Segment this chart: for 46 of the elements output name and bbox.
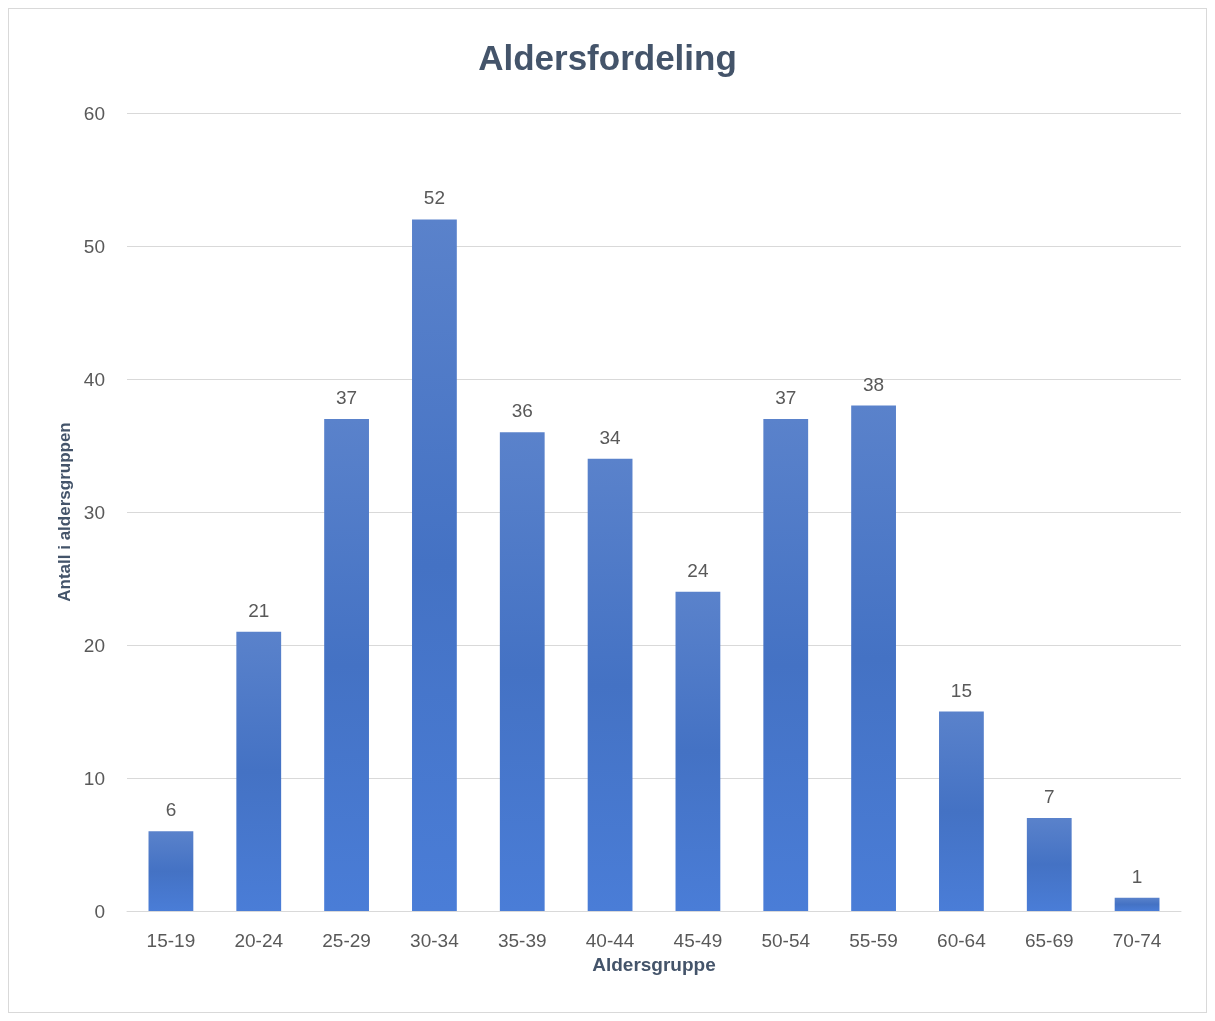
data-label: 37 [775,386,797,408]
data-label: 34 [599,426,622,448]
x-tick-label: 25-29 [322,930,371,951]
x-tick-label: 35-39 [497,930,547,951]
y-axis-title: Antall i aldersgruppen [54,422,74,602]
x-tick-label: 40-44 [585,930,635,951]
bar [1026,817,1072,911]
y-tick-label: 30 [83,501,105,523]
x-tick-label: 50-54 [761,930,811,951]
y-tick-label: 20 [83,634,105,656]
data-label: 38 [863,373,885,395]
y-tick-label: 10 [83,767,105,789]
y-tick-label: 0 [94,900,105,922]
bar [763,418,809,911]
bar [675,591,721,911]
data-label: 1 [1131,865,1143,887]
bar [324,418,369,911]
data-label: 21 [248,599,270,621]
x-tick-label: 60-64 [937,930,987,951]
y-tick-label: 40 [83,368,105,390]
bar [851,405,896,911]
x-axis-title: Aldersgruppe [592,953,716,975]
y-tick-label: 60 [83,102,105,124]
chart-title: Aldersfordeling [478,38,737,77]
data-label: 7 [1043,785,1055,807]
bar [587,458,633,911]
x-tick-label: 45-49 [673,930,723,951]
x-tick-label: 70-74 [1112,930,1162,951]
bar [499,432,545,911]
data-label: 6 [165,799,177,821]
data-label: 24 [687,559,709,581]
data-label: 36 [511,400,533,422]
bar [412,219,457,911]
x-tick-label: 15-19 [146,930,196,951]
bar [1114,897,1160,911]
data-label: 52 [423,187,445,209]
x-tick-label: 20-24 [234,930,284,951]
x-tick-label: 30-34 [410,930,460,951]
bar [939,711,984,911]
x-tick-label: 55-59 [849,930,898,951]
x-tick-label: 65-69 [1024,930,1074,951]
bar [236,631,282,911]
data-label: 37 [336,386,358,408]
data-label: 15 [950,679,972,701]
bar [148,831,194,911]
y-tick-label: 50 [83,235,105,257]
